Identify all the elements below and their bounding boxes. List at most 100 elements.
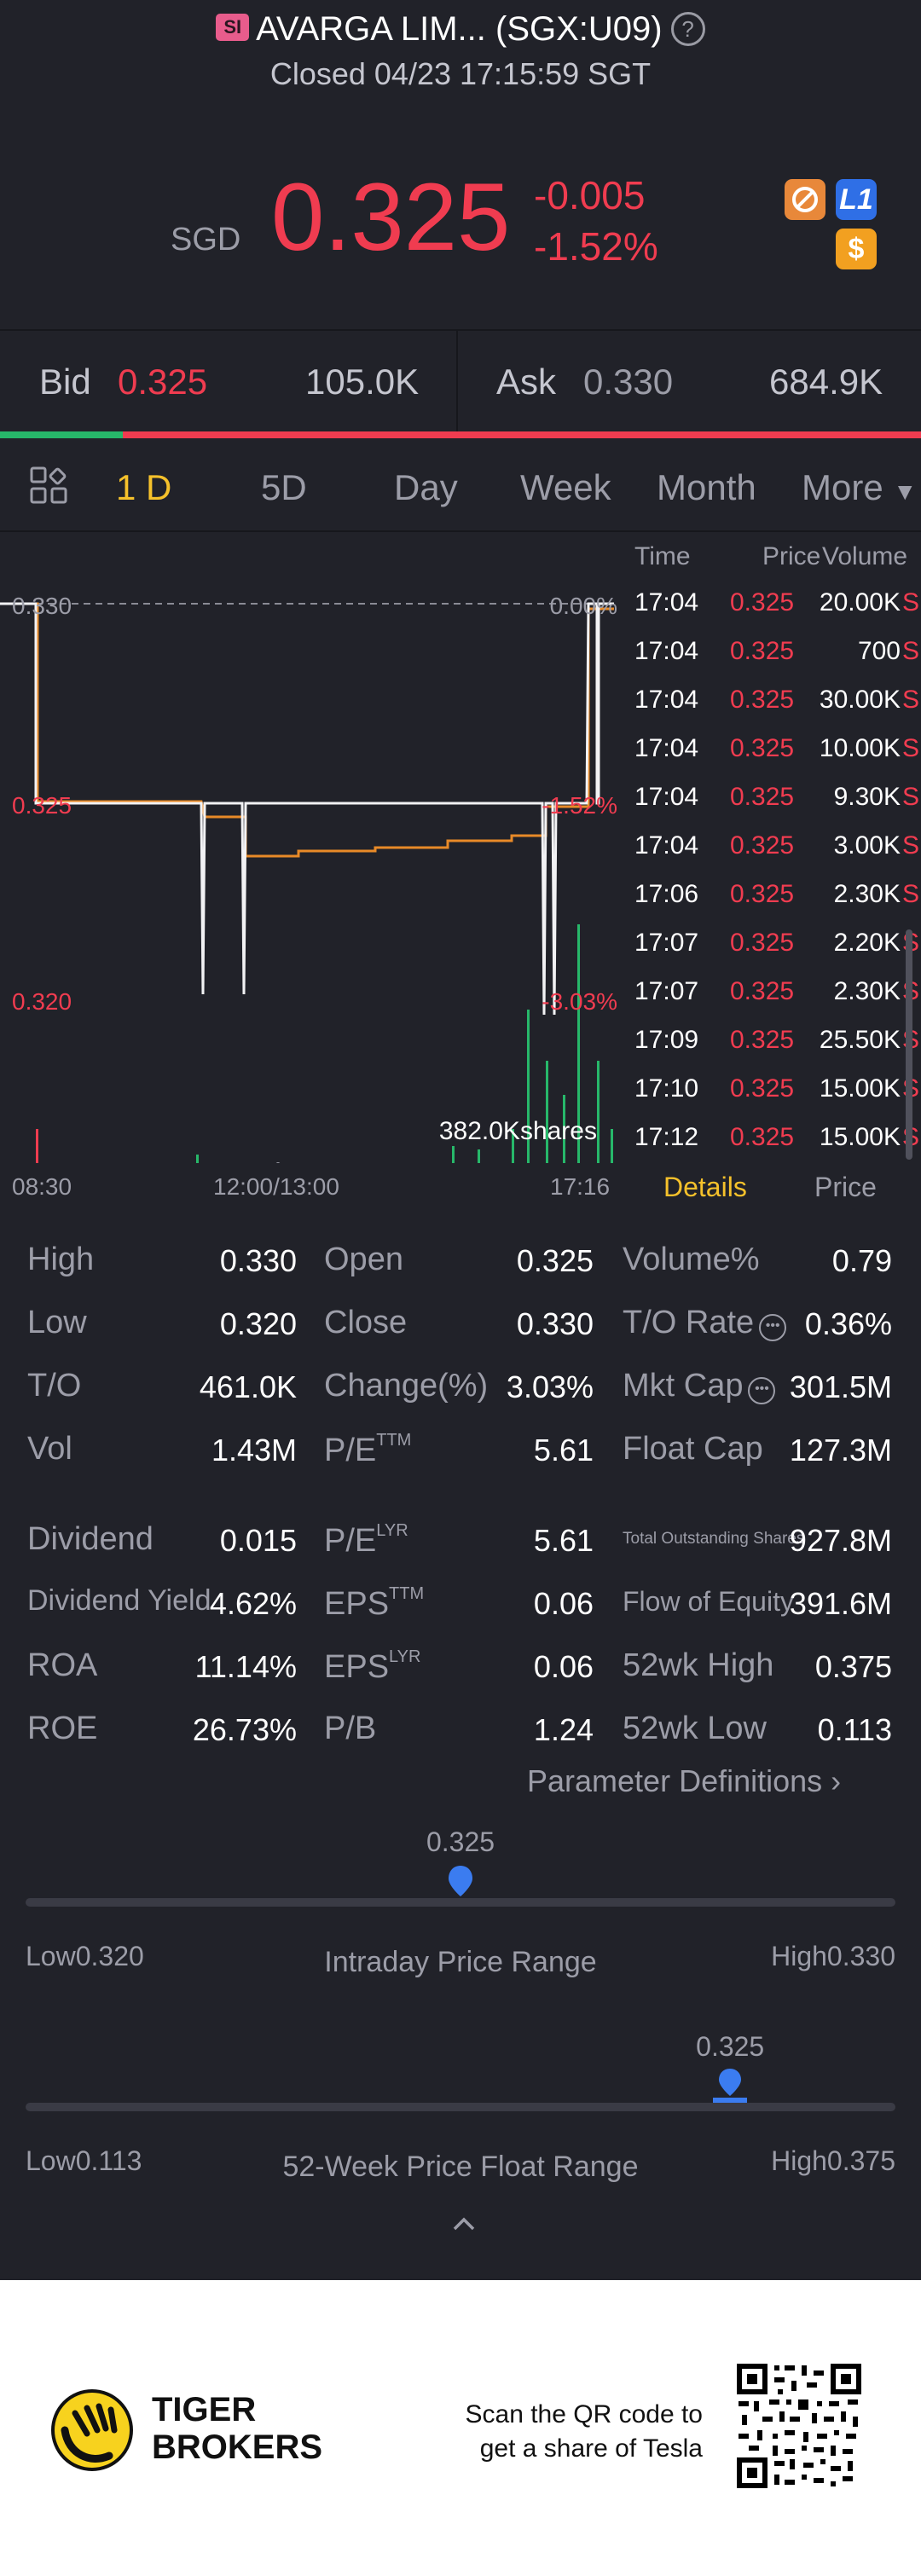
tab-5d[interactable]: 5D [261, 467, 307, 507]
divider [456, 331, 458, 431]
stat-label-52wk-high: 52wk High [623, 1647, 774, 1683]
stat-value-low: 0.320 [219, 1306, 297, 1341]
trade-volume: 2.20K [833, 929, 901, 957]
volume-label: 382.0Kshares [439, 1117, 597, 1145]
pct-axis-label: -1.52% [542, 792, 617, 819]
parameter-definitions-link[interactable]: Parameter Definitions › [527, 1763, 841, 1799]
label-sup: LYR [389, 1647, 421, 1666]
tab-1d[interactable]: 1 D [116, 467, 172, 507]
label-sup: TTM [389, 1584, 425, 1603]
stat-value-to: 461.0K [199, 1369, 297, 1404]
session-dot [275, 1162, 281, 1163]
label-text: EPS [324, 1586, 390, 1622]
brand-name: TIGER BROKERS [152, 2391, 322, 2466]
trades-scrollbar[interactable] [906, 929, 912, 1160]
stat-value-flow-equity: 391.6M [789, 1586, 892, 1621]
trade-side: S [901, 783, 919, 811]
trade-volume: 15.00K [819, 1074, 901, 1103]
caret-down-icon: ▼ [893, 478, 918, 505]
stat-value-open: 0.325 [516, 1243, 594, 1278]
x-axis-label: 17:16 [550, 1173, 611, 1200]
qr-caption-line: get a share of Tesla [479, 2434, 703, 2463]
ask-price: 0.330 [583, 362, 674, 402]
label-text: P/E [324, 1523, 377, 1559]
last-price: 0.325 [271, 164, 511, 270]
tab-more[interactable]: More ▼ [802, 467, 917, 508]
stat-value-to-rate: 0.36% [804, 1306, 892, 1341]
badge-icon[interactable] [785, 179, 825, 220]
stat-label-low: Low [27, 1305, 87, 1340]
high-label: High [771, 1941, 827, 1971]
trades-header-time: Time [634, 542, 691, 570]
tab-price[interactable]: Price [814, 1172, 877, 1202]
intraday-range-track [26, 1898, 895, 1907]
stat-label-close: Close [324, 1305, 408, 1340]
trade-volume: 9.30K [833, 783, 901, 811]
stat-value-pe-lyr: 5.61 [533, 1523, 594, 1558]
trade-row: 17:04 0.325 20.00K S [634, 580, 921, 628]
stat-label-mkt-cap: Mkt Cap ••• [623, 1368, 776, 1404]
volume-bar [196, 1155, 199, 1163]
qr-code[interactable] [735, 2362, 863, 2490]
tab-week[interactable]: Week [520, 467, 611, 507]
divider [0, 530, 921, 532]
tab-month[interactable]: Month [657, 467, 756, 507]
stat-value-52wk-low: 0.113 [817, 1712, 892, 1747]
ask-label: Ask [496, 362, 557, 402]
week52-range-track [26, 2103, 895, 2111]
stat-label-total-shares: Total Outstanding Shares [623, 1530, 805, 1548]
high-value: 0.330 [826, 1941, 895, 1971]
volume-bars [36, 924, 613, 1163]
trade-side: S [901, 734, 919, 762]
market-status: Closed 04/23 17:15:59 SGT [269, 56, 652, 91]
low-label: Low [26, 2145, 76, 2176]
trades-header-volume: Volume [822, 542, 908, 570]
trade-time: 17:04 [634, 637, 699, 665]
trade-row: 17:04 0.325 9.30K S [634, 774, 921, 823]
intraday-low: Low0.320 [26, 1941, 144, 1972]
help-icon[interactable]: ? [670, 12, 705, 46]
x-axis-label: 08:30 [12, 1173, 72, 1200]
trade-price: 0.325 [730, 1026, 795, 1054]
more-info-icon[interactable]: ••• [759, 1314, 787, 1341]
week52-marker-icon [711, 2067, 749, 2112]
level1-icon[interactable]: L1 [836, 179, 877, 220]
stat-label-to: T/O [27, 1368, 82, 1404]
brand-line: TIGER [152, 2391, 257, 2428]
trade-price: 0.325 [730, 783, 795, 811]
price-change-percent: -1.52% [534, 224, 658, 269]
volume-bar [452, 1146, 455, 1163]
label-text: T/O Rate [623, 1305, 755, 1340]
stat-label-eps-ttm: EPSTTM [324, 1584, 424, 1623]
stock-name: AVARGA LIM... (SGX:U09) [256, 10, 663, 48]
trade-side: S [901, 831, 919, 860]
tab-day[interactable]: Day [394, 467, 458, 507]
trade-side: S [901, 588, 919, 617]
trade-row: 17:04 0.325 3.00K S [634, 823, 921, 871]
price-change: -0.005 [534, 173, 646, 217]
stat-label-pb: P/B [324, 1711, 377, 1746]
more-info-icon[interactable]: ••• [748, 1377, 776, 1404]
trade-row: 17:04 0.325 30.00K S [634, 677, 921, 726]
stat-label-to-rate: T/O Rate ••• [623, 1305, 787, 1341]
grid-icon[interactable] [29, 466, 68, 509]
trade-volume: 20.00K [819, 588, 901, 617]
trade-row: 17:06 0.325 2.30K S [634, 871, 921, 920]
trade-price: 0.325 [730, 588, 795, 617]
trade-volume: 10.00K [819, 734, 901, 762]
trade-price: 0.325 [730, 1123, 795, 1151]
chevron-up-icon[interactable] [452, 2215, 476, 2237]
bid-price: 0.325 [118, 362, 208, 402]
trade-volume: 15.00K [819, 1123, 901, 1151]
trade-time: 17:04 [634, 783, 699, 811]
tab-details[interactable]: Details [663, 1172, 747, 1202]
week52-high: High0.375 [771, 2145, 895, 2177]
stat-value-change: 3.03% [506, 1369, 594, 1404]
dollar-icon[interactable]: $ [836, 229, 877, 269]
stat-value-float-cap: 127.3M [789, 1433, 892, 1467]
intraday-chart[interactable]: 0.330 0.325 0.320 0.00% -1.52% -3.03% 38… [0, 532, 631, 1163]
